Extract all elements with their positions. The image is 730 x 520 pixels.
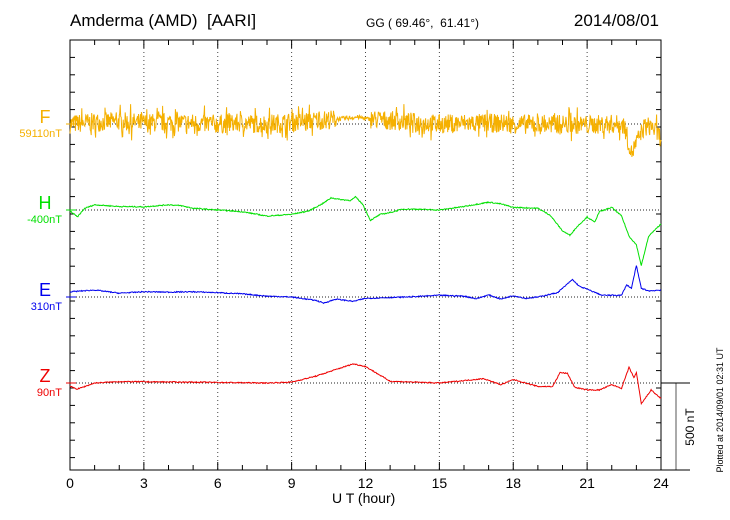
x-tick-label: 6	[214, 475, 222, 491]
x-tick-label: 21	[579, 475, 595, 491]
x-tick-label: 0	[66, 475, 74, 491]
geographic-coords: GG ( 69.46°, 61.41°)	[366, 16, 479, 30]
station-title: Amderma (AMD) [AARI]	[70, 11, 257, 30]
x-tick-label: 12	[358, 475, 374, 491]
series-baseline-label: 310nT	[30, 301, 62, 313]
series-name-f: F	[39, 107, 51, 127]
series-name-h: H	[38, 193, 52, 213]
series-line-h	[69, 195, 662, 266]
series-name-e: E	[38, 280, 51, 300]
series-baseline-label: -400nT	[27, 214, 62, 226]
series-line-z	[69, 363, 662, 406]
series-line-f	[69, 104, 662, 158]
x-axis-label: U T (hour)	[332, 490, 396, 506]
x-tick-label: 3	[140, 475, 148, 491]
series-baseline-label: 59110nT	[19, 128, 62, 140]
series-name-z: Z	[39, 366, 51, 386]
x-tick-label: 24	[653, 475, 669, 491]
x-tick-label: 9	[288, 475, 296, 491]
x-tick-label: 15	[432, 475, 448, 491]
series-baseline-label: 90nT	[36, 387, 62, 399]
date-title: 2014/08/01	[573, 11, 659, 30]
x-tick-label: 18	[505, 475, 521, 491]
series-line-e	[69, 265, 662, 305]
